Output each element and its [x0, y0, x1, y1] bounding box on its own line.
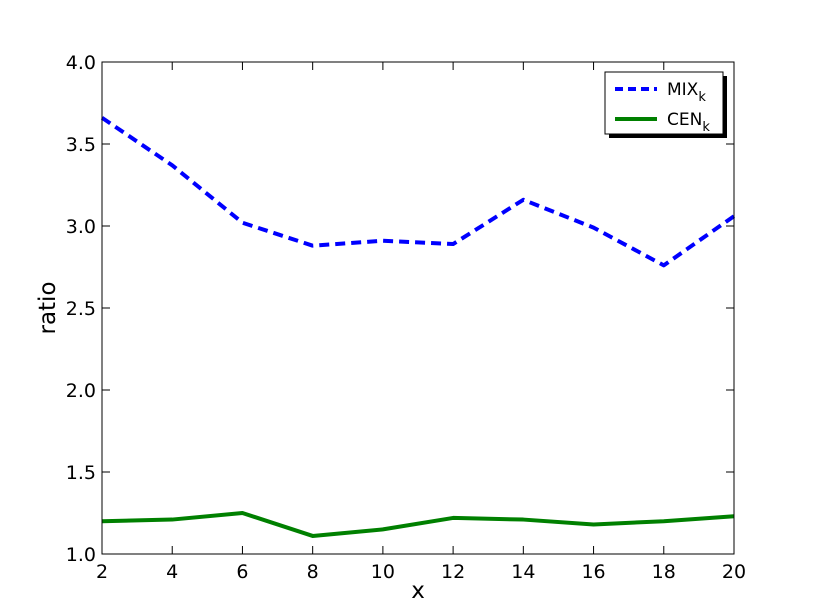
y-tick-label: 3.0: [66, 216, 96, 238]
x-tick-label: 14: [511, 561, 535, 583]
legend-entry-mix-name: MIX: [667, 80, 699, 100]
y-tick-label: 4.0: [66, 52, 96, 74]
y-tick-label: 2.5: [66, 298, 96, 320]
series-layer: [100, 116, 736, 538]
x-tick-label: 16: [581, 561, 605, 583]
legend: MIXk CENk: [604, 71, 727, 138]
y-tick-label: 2.0: [66, 380, 96, 402]
y-tick-label: 3.5: [66, 134, 96, 156]
x-tick-label: 10: [371, 561, 395, 583]
legend-entry-cen-subscript: k: [702, 120, 710, 135]
legend-entry-mix-subscript: k: [698, 90, 706, 105]
x-tick-label: 12: [441, 561, 465, 583]
series-line-cen: [101, 511, 735, 538]
y-tick-label: 1.5: [66, 462, 96, 484]
legend-box: [604, 71, 724, 135]
series-line-mix: [100, 116, 736, 268]
x-tick-label: 6: [236, 561, 248, 583]
legend-entry-cen-name: CEN: [667, 110, 702, 130]
y-tick-label: 1.0: [66, 544, 96, 566]
x-axis-label: x: [411, 578, 425, 604]
x-tick-label: 18: [652, 561, 676, 583]
y-axis-label: ratio: [35, 281, 61, 334]
x-tick-label: 8: [307, 561, 319, 583]
legend-entry-mix: MIXk: [667, 80, 706, 105]
x-tick-label: 2: [96, 561, 108, 583]
x-tick-label: 20: [722, 561, 746, 583]
legend-entry-cen: CENk: [667, 110, 710, 135]
y-axis: 1.0 1.5 2.0 2.5 3.0 3.5 4.0: [66, 52, 734, 566]
x-axis: 2 4 6 8 10 12 14 16 18 20: [96, 62, 746, 583]
x-tick-label: 4: [166, 561, 178, 583]
